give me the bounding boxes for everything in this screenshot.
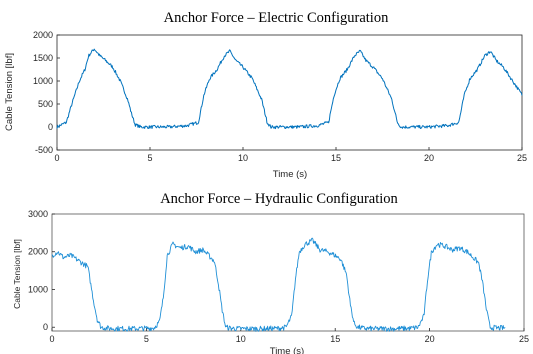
electric-x-tick-label: 5 — [147, 153, 152, 163]
electric-series-line — [56, 48, 523, 130]
hydraulic-x-tick-label: 10 — [236, 334, 246, 344]
electric-plot-area — [56, 34, 523, 151]
electric-x-tick-label: 25 — [517, 153, 527, 163]
hydraulic-x-axis-label: Time (s) — [270, 346, 304, 354]
electric-chart-title: Anchor Force – Electric Configuration — [164, 10, 389, 26]
electric-y-tick-label: 0 — [48, 122, 53, 132]
hydraulic-x-tick-label: 5 — [144, 334, 149, 344]
electric-series — [56, 48, 523, 130]
hydraulic-chart: Anchor Force – Hydraulic Configuration 0… — [12, 191, 529, 354]
hydraulic-chart-title: Anchor Force – Hydraulic Configuration — [160, 191, 398, 207]
electric-y-tick-label: 1500 — [33, 53, 53, 63]
hydraulic-x-tick-label: 20 — [425, 334, 435, 344]
hydraulic-plot-area — [51, 213, 525, 332]
electric-y-tick-label: 1000 — [33, 76, 53, 86]
electric-x-tick-label: 10 — [238, 153, 248, 163]
hydraulic-y-tick-label: 0 — [43, 322, 48, 332]
electric-x-tick-label: 20 — [424, 153, 434, 163]
hydraulic-axes: 0 5 10 15 20 25 0 1000 2000 3000 — [28, 209, 529, 344]
electric-y-tick-label: 500 — [38, 99, 53, 109]
hydraulic-y-axis-label: Cable Tension [lbf] — [12, 239, 22, 309]
electric-y-axis-label: Cable Tension [lbf] — [4, 53, 15, 131]
hydraulic-y-tick-label: 3000 — [28, 209, 48, 219]
electric-x-axis-label: Time (s) — [273, 169, 307, 180]
hydraulic-x-tick-label: 0 — [49, 334, 54, 344]
electric-y-tick-label: 2000 — [33, 30, 53, 40]
hydraulic-y-tick-label: 1000 — [28, 284, 48, 294]
hydraulic-x-tick-label: 25 — [519, 334, 529, 344]
hydraulic-series — [51, 237, 506, 332]
electric-chart: Anchor Force – Electric Configuration 0 5… — [4, 10, 527, 180]
hydraulic-y-tick-label: 2000 — [28, 247, 48, 257]
hydraulic-x-tick-label: 15 — [330, 334, 340, 344]
electric-x-tick-label: 0 — [54, 153, 59, 163]
electric-y-tick-label: -500 — [35, 145, 53, 155]
electric-x-tick-label: 15 — [331, 153, 341, 163]
hydraulic-series-line — [51, 237, 506, 332]
